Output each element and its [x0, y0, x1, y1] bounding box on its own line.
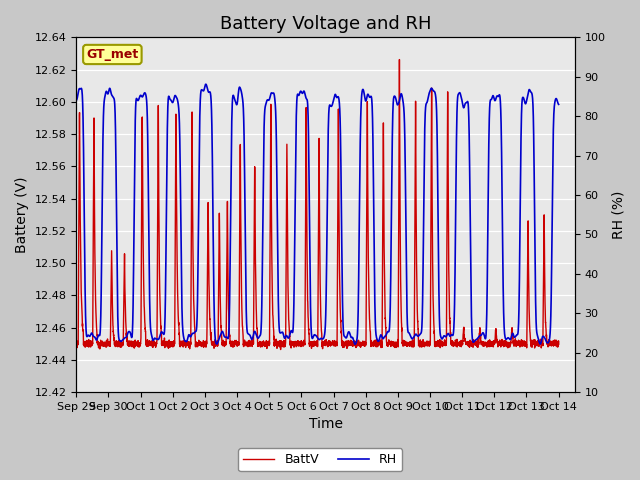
- Legend: BattV, RH: BattV, RH: [238, 448, 402, 471]
- BattV: [301, 216, 309, 222]
- BattV: [72, 343, 80, 348]
- BattV: [275, 340, 283, 346]
- RH: [202, 81, 210, 87]
- Y-axis label: Battery (V): Battery (V): [15, 177, 29, 253]
- BattV: [423, 340, 431, 346]
- BattV: [555, 341, 563, 347]
- Text: GT_met: GT_met: [86, 48, 138, 61]
- RH: [72, 97, 80, 103]
- BattV: [276, 347, 284, 352]
- BattV: [279, 339, 287, 345]
- RH: [275, 323, 283, 329]
- Y-axis label: RH (%): RH (%): [611, 191, 625, 239]
- RH: [516, 220, 524, 226]
- RH: [351, 341, 359, 347]
- RH: [540, 334, 548, 340]
- RH: [555, 101, 563, 107]
- RH: [301, 94, 309, 99]
- RH: [279, 330, 287, 336]
- Line: BattV: BattV: [76, 60, 559, 349]
- Line: RH: RH: [76, 84, 559, 344]
- X-axis label: Time: Time: [308, 418, 342, 432]
- RH: [423, 100, 431, 106]
- BattV: [396, 57, 403, 62]
- BattV: [516, 344, 524, 349]
- Title: Battery Voltage and RH: Battery Voltage and RH: [220, 15, 431, 33]
- BattV: [540, 224, 548, 229]
